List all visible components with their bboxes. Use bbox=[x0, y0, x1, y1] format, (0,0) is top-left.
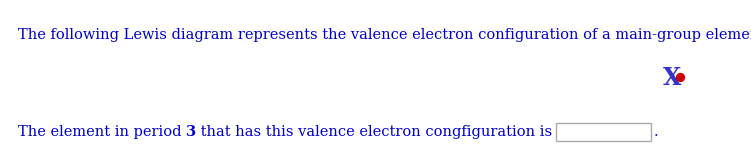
Text: that has this valence electron congfiguration is: that has this valence electron congfigur… bbox=[196, 125, 553, 139]
Bar bbox=[556, 123, 651, 141]
Text: .: . bbox=[653, 125, 658, 139]
Text: X: X bbox=[663, 66, 681, 90]
Text: The following Lewis diagram represents the valence electron configuration of a m: The following Lewis diagram represents t… bbox=[18, 28, 751, 42]
Point bbox=[674, 76, 686, 78]
Text: 3: 3 bbox=[186, 125, 196, 139]
Text: The element in period: The element in period bbox=[18, 125, 186, 139]
